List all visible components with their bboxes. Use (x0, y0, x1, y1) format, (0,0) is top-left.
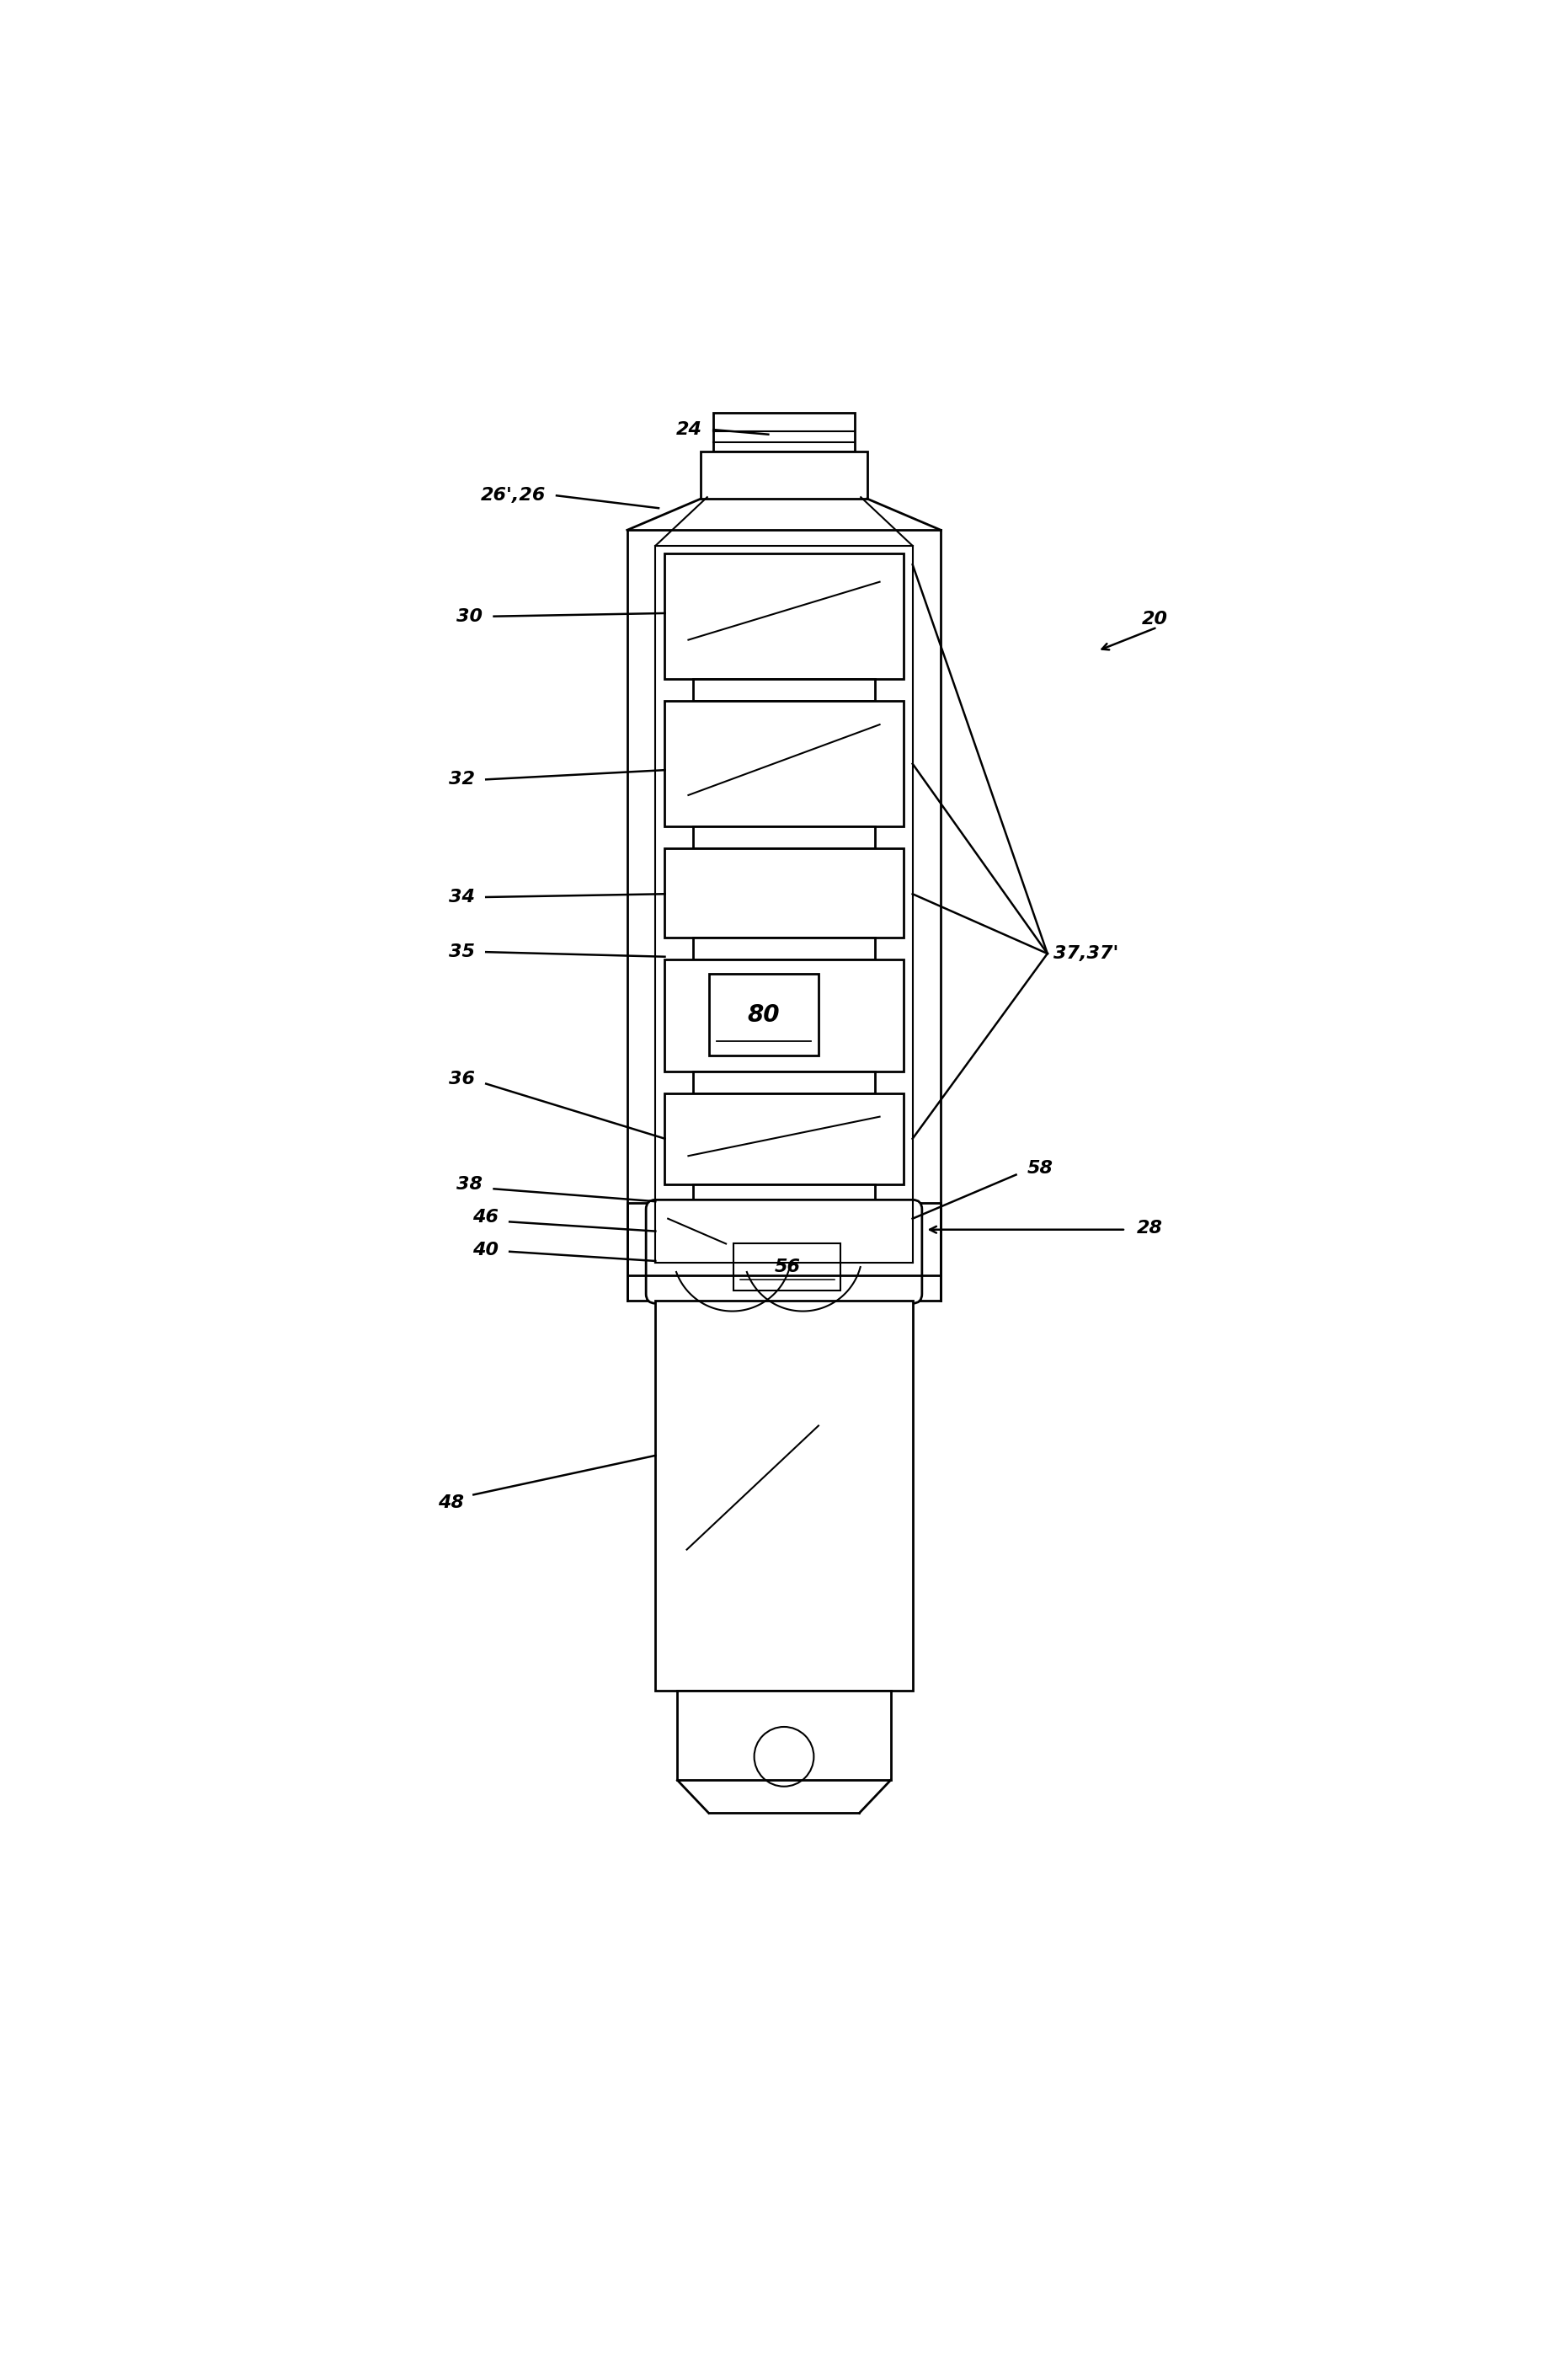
Text: 36: 36 (448, 1070, 475, 1087)
FancyBboxPatch shape (665, 553, 903, 680)
FancyBboxPatch shape (693, 1183, 875, 1202)
Text: 37,37': 37,37' (1054, 945, 1120, 961)
Text: 48: 48 (437, 1495, 464, 1512)
Text: 38: 38 (456, 1176, 483, 1193)
Text: 20: 20 (1142, 612, 1168, 628)
FancyBboxPatch shape (734, 1245, 840, 1290)
FancyBboxPatch shape (677, 1691, 891, 1781)
Text: 58: 58 (1027, 1160, 1054, 1176)
Text: 35: 35 (448, 942, 475, 961)
FancyBboxPatch shape (693, 938, 875, 959)
Text: 26',26: 26',26 (480, 487, 546, 503)
Text: 30: 30 (456, 607, 483, 626)
FancyBboxPatch shape (665, 959, 903, 1072)
Text: 80: 80 (748, 1004, 779, 1027)
FancyBboxPatch shape (665, 848, 903, 938)
Text: 24: 24 (676, 420, 702, 437)
FancyBboxPatch shape (646, 1200, 922, 1304)
FancyBboxPatch shape (665, 702, 903, 827)
FancyBboxPatch shape (693, 680, 875, 702)
Text: 34: 34 (448, 888, 475, 905)
FancyBboxPatch shape (665, 1094, 903, 1183)
FancyBboxPatch shape (709, 973, 818, 1056)
Text: 32: 32 (448, 770, 475, 789)
FancyBboxPatch shape (713, 413, 855, 451)
FancyBboxPatch shape (693, 1072, 875, 1094)
Text: 40: 40 (472, 1242, 499, 1259)
FancyBboxPatch shape (627, 1202, 941, 1299)
FancyBboxPatch shape (701, 451, 867, 498)
Text: 46: 46 (472, 1209, 499, 1226)
Text: 56: 56 (775, 1259, 800, 1275)
FancyBboxPatch shape (693, 827, 875, 848)
FancyBboxPatch shape (655, 1299, 913, 1691)
Text: 28: 28 (1137, 1219, 1163, 1235)
